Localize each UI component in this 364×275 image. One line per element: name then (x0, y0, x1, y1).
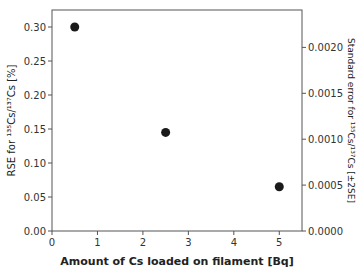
y-tick-label: 0.15 (24, 124, 46, 135)
x-tick (188, 231, 189, 235)
point (161, 128, 170, 137)
y2-tick-label: 0.0000 (308, 226, 343, 237)
x-tick-label: 4 (231, 237, 237, 248)
y-tick (48, 27, 52, 28)
y-tick (48, 61, 52, 62)
y-tick (48, 163, 52, 164)
y-axis: 0.00 0.05 0.10 0.15 0.20 0.25 0.30 (24, 22, 52, 237)
x-tick (233, 231, 234, 235)
y2-tick (302, 47, 306, 48)
y2-tick (302, 93, 306, 94)
y2-tick-label: 0.0010 (308, 134, 343, 145)
y-tick-label: 0.20 (24, 90, 46, 101)
x-tick-label: 2 (140, 237, 146, 248)
x-tick (279, 231, 280, 235)
y2-tick (302, 185, 306, 186)
x-tick-label: 0 (49, 237, 55, 248)
x-tick (142, 231, 143, 235)
y-tick-label: 0.25 (24, 56, 46, 67)
y2-axis: 0.0000 0.0005 0.0010 0.0015 0.0020 (302, 42, 343, 237)
y-axis-label: RSE for ¹³⁵Cs/¹³⁷Cs [%] (6, 64, 17, 176)
y2-tick (302, 139, 306, 140)
y-tick-label: 0.10 (24, 158, 46, 169)
y-tick-label: 0.30 (24, 22, 46, 33)
y2-tick-label: 0.0020 (308, 42, 343, 53)
point (70, 23, 79, 32)
x-axis-label: Amount of Cs loaded on filament [Bq] (60, 255, 293, 268)
y-tick-label: 0.05 (24, 192, 46, 203)
y-tick (48, 197, 52, 198)
x-axis: 0 1 2 3 4 5 (49, 231, 283, 248)
points (70, 23, 284, 192)
y2-tick (302, 231, 306, 232)
plot-frame (52, 10, 302, 231)
x-tick (52, 231, 53, 235)
y-tick (48, 95, 52, 96)
point (275, 182, 284, 191)
chart: 0 1 2 3 4 5 0.00 0.05 0.10 0.15 0.20 0.25 0.30 0.0000… (0, 0, 364, 275)
y2-axis-label: Standard error for ¹³⁵Cs/¹³⁷Cs [±2SE] (346, 38, 356, 203)
y2-tick-label: 0.0015 (308, 88, 343, 99)
x-tick-label: 5 (276, 237, 282, 248)
y2-tick-label: 0.0005 (308, 180, 343, 191)
x-tick-label: 3 (185, 237, 191, 248)
y-tick (48, 231, 52, 232)
y-tick (48, 129, 52, 130)
y-tick-label: 0.00 (24, 226, 46, 237)
x-tick-label: 1 (94, 237, 100, 248)
x-tick (97, 231, 98, 235)
